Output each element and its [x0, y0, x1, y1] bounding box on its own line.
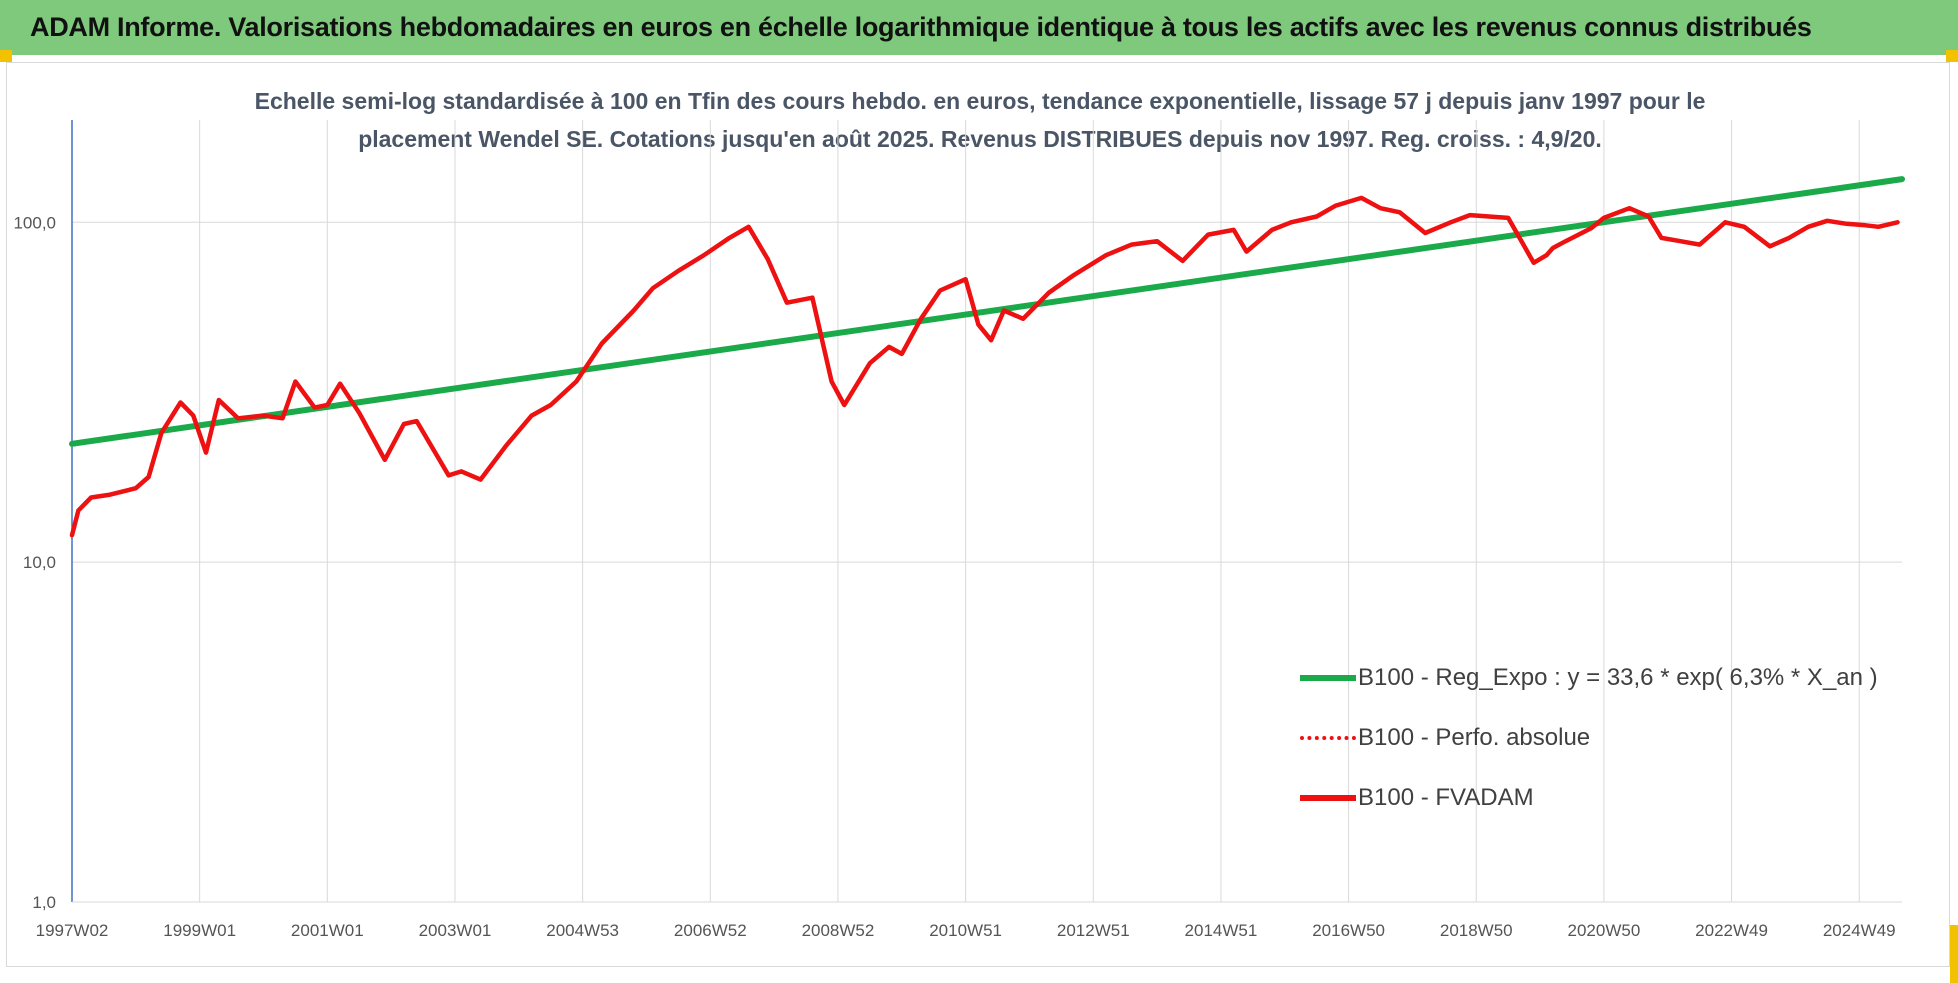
legend-label-fvadam: B100 - FVADAM: [1358, 784, 1534, 811]
x-tick-label: 2016W50: [1312, 921, 1385, 940]
x-tick-label: 2003W01: [419, 921, 492, 940]
x-tick-label: 2024W49: [1823, 921, 1896, 940]
legend-item-fvadam: B100 - FVADAM: [1300, 768, 1878, 828]
legend-swatch-fvadam: [1300, 795, 1356, 801]
series-line-fvadam: [69, 195, 1900, 538]
x-tick-label: 2001W01: [291, 921, 364, 940]
x-tick-label: 2018W50: [1440, 921, 1513, 940]
chart-legend: B100 - Reg_Expo : y = 33,6 * exp( 6,3% *…: [1300, 648, 1878, 828]
x-tick-label: 2008W52: [802, 921, 875, 940]
y-tick-label: 1,0: [32, 893, 56, 912]
legend-label-regression: B100 - Reg_Expo : y = 33,6 * exp( 6,3% *…: [1358, 664, 1878, 691]
chart-frame: [6, 62, 1950, 967]
x-tick-label: 2012W51: [1057, 921, 1130, 940]
x-tick-label: 2022W49: [1695, 921, 1768, 940]
x-tick-label: 2006W52: [674, 921, 747, 940]
x-tick-label: 1997W02: [36, 921, 109, 940]
series-line-regression: [69, 176, 1905, 447]
x-tick-label: 1999W01: [163, 921, 236, 940]
corner-marker-top-right: [1946, 50, 1958, 62]
page-header: ADAM Informe. Valorisations hebdomadaire…: [0, 0, 1958, 55]
x-tick-label: 2020W50: [1568, 921, 1641, 940]
y-tick-label: 10,0: [23, 553, 56, 572]
legend-swatch-regression: [1300, 675, 1356, 681]
chart-title: Echelle semi-log standardisée à 100 en T…: [180, 82, 1780, 158]
chart-title-line-1: Echelle semi-log standardisée à 100 en T…: [254, 88, 1706, 114]
chart-title-line-2: placement Wendel SE. Cotations jusqu'en …: [358, 126, 1602, 152]
x-tick-label: 2004W53: [546, 921, 619, 940]
x-tick-label: 2014W51: [1185, 921, 1258, 940]
legend-item-perfo-absolue: B100 - Perfo. absolue: [1300, 708, 1878, 768]
page-title: ADAM Informe. Valorisations hebdomadaire…: [30, 12, 1812, 42]
corner-marker-top-left: [0, 50, 12, 62]
legend-label-perfo-absolue: B100 - Perfo. absolue: [1358, 724, 1591, 751]
x-tick-label: 2010W51: [929, 921, 1002, 940]
y-tick-label: 100,0: [13, 213, 56, 232]
legend-item-regression: B100 - Reg_Expo : y = 33,6 * exp( 6,3% *…: [1300, 648, 1878, 708]
legend-swatch-perfo-absolue: [1300, 736, 1356, 740]
corner-marker-bottom-right: [1950, 925, 1958, 983]
